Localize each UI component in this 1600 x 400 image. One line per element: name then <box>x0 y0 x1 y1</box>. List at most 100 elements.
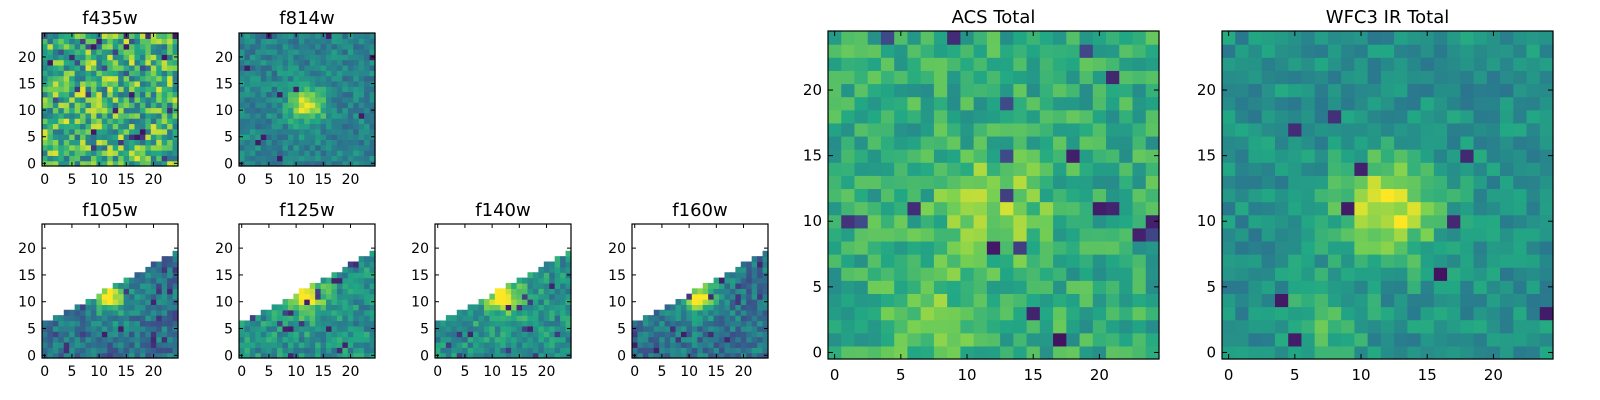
heatmap-cell <box>467 320 474 327</box>
heatmap-cell <box>538 293 545 300</box>
heatmap-cell <box>1460 332 1475 347</box>
heatmap-cell <box>1460 188 1475 203</box>
heatmap-cell <box>1367 149 1382 163</box>
heatmap-cell <box>1486 306 1501 321</box>
heatmap-cell <box>894 280 909 294</box>
heatmap-cell <box>1447 201 1461 216</box>
heatmap-cell <box>522 347 529 354</box>
heatmap-cell <box>156 43 163 50</box>
heatmap-cell <box>1013 227 1028 242</box>
heatmap-cell <box>648 336 655 343</box>
heatmap-cell <box>96 315 103 322</box>
heatmap-cell <box>101 293 108 300</box>
heatmap-cell <box>293 59 300 66</box>
heatmap-cell <box>63 123 70 130</box>
heatmap-cell <box>538 299 545 305</box>
heatmap-cell <box>118 282 125 289</box>
heatmap-cell <box>729 352 736 359</box>
heatmap-cell <box>271 144 278 151</box>
heatmap-cell <box>500 325 507 332</box>
heatmap-cell <box>80 315 87 322</box>
heatmap-cell <box>1301 109 1316 124</box>
heatmap-cell <box>161 309 168 316</box>
heatmap-cell <box>1119 267 1134 281</box>
heatmap-cell <box>1327 332 1342 347</box>
heatmap-cell <box>1500 306 1514 321</box>
heatmap-cell <box>632 320 639 327</box>
heatmap-cell <box>560 282 567 289</box>
heatmap-cell <box>1447 31 1461 45</box>
y-tick-label: 0 <box>812 343 822 361</box>
heatmap-cell <box>156 315 163 322</box>
heatmap-cell <box>282 107 289 114</box>
heatmap-cell <box>494 331 501 338</box>
heatmap-cell <box>347 315 354 322</box>
heatmap-cell <box>757 299 764 305</box>
heatmap-cell <box>435 347 442 354</box>
heatmap-cell <box>1420 44 1435 58</box>
heatmap-cell <box>282 86 289 93</box>
heatmap-cell <box>129 160 136 167</box>
heatmap-cell <box>123 54 130 61</box>
heatmap-cell <box>1407 122 1422 137</box>
heatmap-cell <box>1394 109 1408 124</box>
heatmap-cell <box>1367 44 1382 58</box>
heatmap-cell <box>724 304 731 311</box>
heatmap-cell <box>156 128 163 135</box>
heatmap-cell <box>331 336 338 343</box>
heatmap-cell <box>129 150 136 156</box>
heatmap-cell <box>757 272 764 279</box>
heatmap-cell <box>1513 306 1528 321</box>
heatmap-cell <box>920 135 935 150</box>
heatmap-cell <box>134 123 141 130</box>
heatmap-cell <box>1066 188 1081 203</box>
heatmap-cell <box>933 31 948 45</box>
heatmap-cell <box>156 118 163 125</box>
heatmap-cell <box>659 341 666 348</box>
heatmap-cell <box>1106 306 1120 321</box>
heatmap-cell <box>255 112 262 119</box>
heatmap-cell <box>740 288 747 295</box>
heatmap-cell <box>1539 162 1554 176</box>
heatmap-cell <box>342 43 349 50</box>
heatmap-cell <box>1486 280 1501 294</box>
heatmap-cell <box>123 139 130 146</box>
heatmap-cell <box>675 309 682 316</box>
heatmap-cell <box>1261 319 1276 334</box>
heatmap-cell <box>134 150 141 156</box>
heatmap-cell <box>1486 109 1501 124</box>
heatmap-cell <box>156 75 163 82</box>
heatmap-cell <box>1066 332 1081 347</box>
heatmap-cell <box>841 280 856 294</box>
heatmap-cell <box>973 96 988 111</box>
heatmap-cell <box>304 331 311 338</box>
heatmap-cell <box>973 214 988 229</box>
heatmap-cell <box>1274 83 1289 98</box>
heatmap-cell <box>1473 319 1488 334</box>
heatmap-cell <box>74 75 81 82</box>
heatmap-cell <box>494 299 501 305</box>
heatmap-cell <box>1539 44 1554 58</box>
heatmap-cell <box>315 347 322 354</box>
heatmap-cell <box>282 309 289 316</box>
heatmap-cell <box>1013 214 1028 229</box>
heatmap-cell <box>933 332 948 347</box>
heatmap-cell <box>347 304 354 311</box>
heatmap-cell <box>973 162 988 176</box>
heatmap-cell <box>364 54 371 61</box>
heatmap-cell <box>947 44 961 58</box>
heatmap-cell <box>740 293 747 300</box>
heatmap-cell <box>326 288 333 295</box>
heatmap-cell <box>167 325 174 332</box>
heatmap-cell <box>145 304 152 311</box>
heatmap-cell <box>145 96 152 103</box>
heatmap-cell <box>1053 240 1067 255</box>
heatmap-cell <box>735 352 742 359</box>
heatmap-cell <box>249 320 256 327</box>
heatmap-cell <box>90 336 97 343</box>
heatmap-cell <box>358 70 365 77</box>
heatmap-cell <box>347 144 354 151</box>
heatmap-cell <box>1026 135 1041 150</box>
heatmap-cell <box>80 134 87 140</box>
heatmap-cell <box>713 288 720 295</box>
